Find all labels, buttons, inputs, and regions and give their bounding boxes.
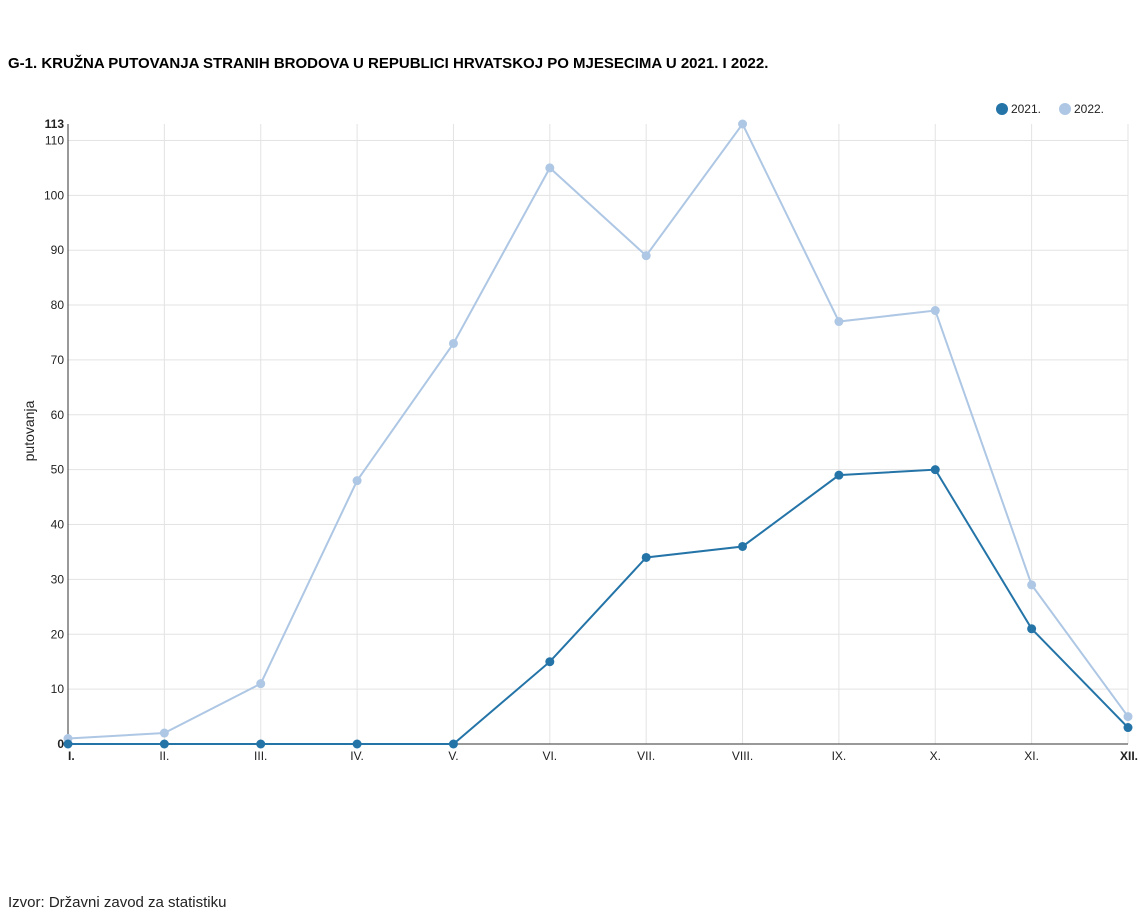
y-tick-label: 80 bbox=[51, 298, 65, 312]
y-tick-label: 40 bbox=[51, 518, 65, 532]
y-tick-label: 10 bbox=[51, 682, 65, 696]
data-point-2021 bbox=[256, 739, 266, 749]
legend-item-2022[interactable]: 2022. bbox=[1058, 102, 1104, 116]
data-point-2022 bbox=[738, 119, 748, 129]
data-point-2022 bbox=[448, 338, 458, 348]
x-tick-label: IV. bbox=[350, 749, 364, 763]
x-tick-label: III. bbox=[254, 749, 267, 763]
data-point-2021 bbox=[1123, 723, 1133, 733]
data-point-2021 bbox=[352, 739, 362, 749]
data-point-2021 bbox=[738, 541, 748, 551]
x-tick-label: I. bbox=[68, 749, 75, 763]
chart-title: G-1. KRUŽNA PUTOVANJA STRANIH BRODOVA U … bbox=[8, 55, 769, 72]
x-tick-label: XI. bbox=[1024, 749, 1039, 763]
x-tick-label: X. bbox=[930, 749, 941, 763]
x-tick-label: VIII. bbox=[732, 749, 753, 763]
data-point-2022 bbox=[641, 251, 651, 261]
y-tick-label: 110 bbox=[45, 133, 64, 147]
data-point-2022 bbox=[256, 679, 266, 689]
legend-label-2021: 2021. bbox=[1010, 102, 1041, 116]
y-tick-label: 100 bbox=[44, 188, 64, 202]
data-point-2021 bbox=[448, 739, 458, 749]
source-note: Izvor: Državni zavod za statistiku bbox=[8, 894, 227, 911]
x-tick-label: V. bbox=[448, 749, 458, 763]
chart-legend: 2021. 2022. bbox=[995, 102, 1104, 116]
y-tick-label: 90 bbox=[51, 243, 65, 257]
data-point-2021 bbox=[834, 470, 844, 480]
x-tick-label: II. bbox=[159, 749, 169, 763]
data-point-2021 bbox=[159, 739, 169, 749]
y-tick-label: 60 bbox=[51, 408, 65, 422]
y-tick-label: 0 bbox=[57, 737, 64, 751]
y-tick-label: 20 bbox=[51, 627, 65, 641]
data-point-2021 bbox=[63, 739, 73, 749]
data-point-2022 bbox=[930, 306, 940, 316]
data-point-2022 bbox=[1027, 580, 1037, 590]
y-axis-label: putovanja bbox=[21, 400, 37, 461]
x-tick-label: VII. bbox=[637, 749, 655, 763]
data-point-2022 bbox=[1123, 712, 1133, 722]
data-point-2022 bbox=[545, 163, 555, 173]
y-tick-label: 30 bbox=[51, 572, 65, 586]
data-point-2021 bbox=[641, 552, 651, 562]
legend-label-2022: 2022. bbox=[1073, 102, 1104, 116]
y-tick-label: 50 bbox=[51, 463, 65, 477]
data-point-2021 bbox=[930, 465, 940, 475]
series-line-2022 bbox=[67, 122, 1129, 740]
data-point-2022 bbox=[834, 317, 844, 327]
x-tick-label: VI. bbox=[542, 749, 557, 763]
x-tick-label: IX. bbox=[832, 749, 847, 763]
data-point-2021 bbox=[1027, 624, 1037, 634]
data-point-2021 bbox=[545, 657, 555, 667]
data-point-2022 bbox=[352, 476, 362, 486]
legend-marker-2021 bbox=[995, 103, 1008, 115]
legend-item-2021[interactable]: 2021. bbox=[995, 102, 1041, 116]
series-line-2021 bbox=[68, 468, 1129, 745]
y-tick-label: 70 bbox=[51, 353, 65, 367]
legend-marker-2022 bbox=[1058, 103, 1071, 115]
x-tick-label: XII. bbox=[1120, 749, 1138, 763]
data-point-2022 bbox=[159, 728, 169, 738]
y-tick-label: 113 bbox=[45, 117, 65, 131]
